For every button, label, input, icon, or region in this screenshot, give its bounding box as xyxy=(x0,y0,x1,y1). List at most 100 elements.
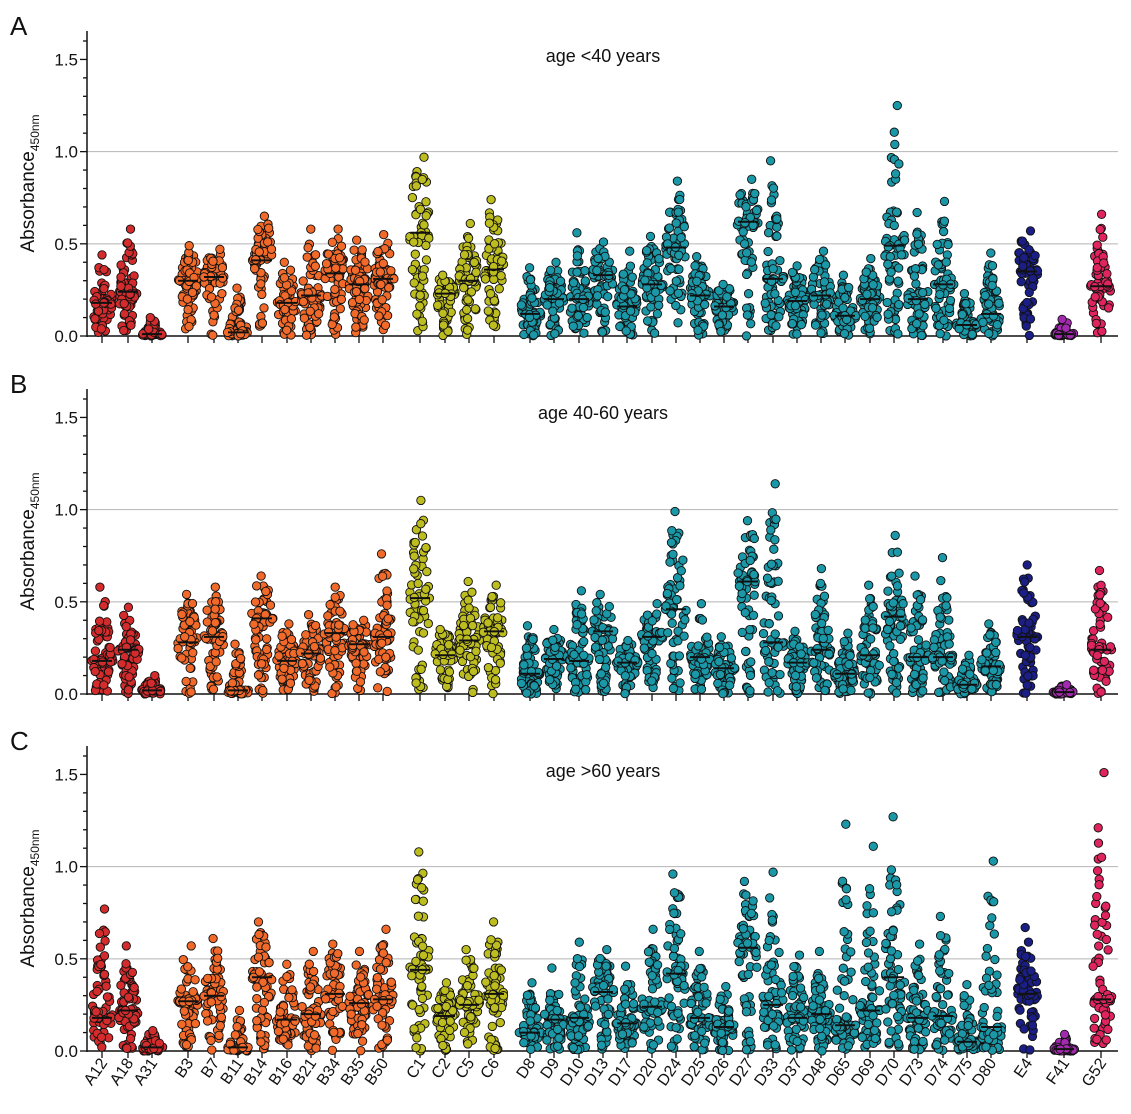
data-point xyxy=(790,287,801,298)
data-point xyxy=(1023,671,1033,681)
data-point xyxy=(620,688,630,699)
data-point xyxy=(433,300,443,310)
data-point xyxy=(119,298,129,309)
data-point xyxy=(675,194,685,205)
data-point xyxy=(772,222,782,232)
data-point xyxy=(674,651,685,661)
data-point xyxy=(522,688,532,698)
data-point xyxy=(284,619,294,629)
data-point xyxy=(256,279,266,289)
data-point xyxy=(521,643,532,653)
data-point xyxy=(936,575,946,586)
data-point xyxy=(596,669,606,679)
data-point xyxy=(992,320,1002,330)
data-point xyxy=(486,642,497,653)
data-point xyxy=(815,578,826,589)
data-point xyxy=(323,627,334,637)
data-point xyxy=(665,557,675,567)
data-point xyxy=(435,665,446,675)
data-point xyxy=(494,284,504,294)
data-point xyxy=(386,266,396,276)
data-point xyxy=(959,288,970,299)
data-point xyxy=(351,286,362,297)
data-point xyxy=(883,586,893,596)
y-tick-label: 0.5 xyxy=(54,593,78,612)
data-point xyxy=(894,159,904,169)
data-point xyxy=(739,239,750,249)
data-point xyxy=(379,229,389,240)
data-point xyxy=(893,276,903,286)
data-point xyxy=(555,276,566,286)
data-point xyxy=(516,678,527,689)
data-point xyxy=(656,280,666,291)
data-point xyxy=(184,321,194,332)
data-point xyxy=(416,664,426,674)
data-point xyxy=(862,289,872,299)
data-point xyxy=(413,578,423,589)
data-point xyxy=(301,330,312,340)
data-point xyxy=(180,632,190,642)
data-point xyxy=(888,598,898,608)
data-point xyxy=(838,303,848,313)
data-point xyxy=(642,316,653,326)
data-point xyxy=(646,302,656,312)
data-point xyxy=(917,615,928,625)
data-point xyxy=(985,630,995,640)
data-point xyxy=(894,263,904,273)
data-point xyxy=(716,326,726,337)
data-point xyxy=(251,635,261,645)
data-point xyxy=(181,589,192,600)
data-point xyxy=(485,602,496,612)
data-point xyxy=(335,606,345,616)
data-point xyxy=(741,331,752,341)
data-point xyxy=(668,549,678,559)
data-point xyxy=(766,310,776,320)
data-point xyxy=(734,581,745,591)
data-point xyxy=(1020,650,1030,660)
data-point xyxy=(911,279,921,289)
data-point xyxy=(750,188,760,199)
data-point xyxy=(814,254,825,265)
data-point xyxy=(303,610,314,620)
data-point xyxy=(912,229,922,239)
data-point xyxy=(230,639,240,649)
data-point xyxy=(331,682,341,692)
data-point xyxy=(618,269,629,279)
data-point xyxy=(760,645,771,656)
data-point xyxy=(820,685,830,696)
data-point xyxy=(421,542,431,553)
data-point xyxy=(764,678,774,688)
data-point xyxy=(335,304,345,314)
data-point xyxy=(680,615,690,625)
data-point xyxy=(187,598,198,609)
data-point xyxy=(173,643,183,654)
data-point xyxy=(770,535,780,545)
data-point xyxy=(865,594,875,604)
data-point xyxy=(592,598,602,608)
data-point xyxy=(887,669,897,680)
data-point xyxy=(957,309,967,320)
data-point xyxy=(462,305,472,315)
data-point xyxy=(772,231,782,241)
data-point xyxy=(716,632,726,642)
data-point xyxy=(860,311,870,321)
data-point xyxy=(484,218,495,228)
data-point xyxy=(119,325,129,336)
data-point xyxy=(838,270,849,280)
data-point xyxy=(796,649,806,659)
data-point xyxy=(991,637,1001,647)
data-point xyxy=(697,615,708,625)
data-point xyxy=(725,680,735,690)
data-point xyxy=(90,314,100,324)
data-point xyxy=(864,323,875,333)
data-point xyxy=(471,267,481,277)
data-point xyxy=(816,563,827,574)
data-point xyxy=(932,239,942,250)
data-point xyxy=(483,662,494,673)
data-point xyxy=(417,174,427,185)
data-point xyxy=(941,601,951,611)
data-point xyxy=(792,329,802,339)
data-point xyxy=(262,634,272,644)
data-point xyxy=(666,537,677,548)
data-point xyxy=(334,620,344,630)
